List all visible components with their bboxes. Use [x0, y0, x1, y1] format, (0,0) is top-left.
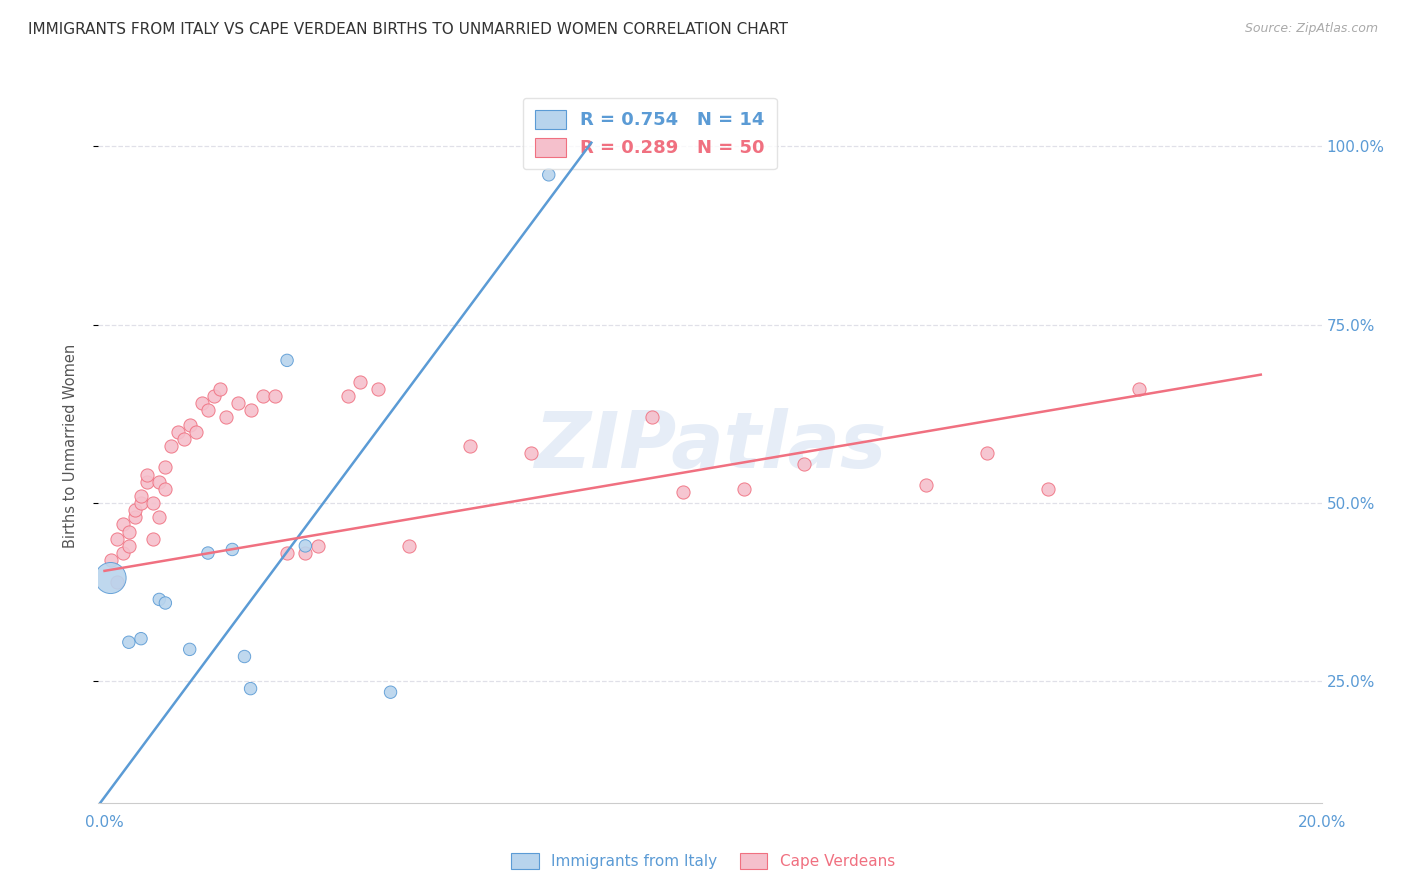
Point	[111, 546, 134, 560]
Point	[105, 574, 128, 589]
Point	[155, 596, 177, 610]
Point	[672, 485, 695, 500]
Point	[276, 546, 298, 560]
Point	[252, 389, 274, 403]
Point	[336, 389, 359, 403]
Point	[307, 539, 329, 553]
Point	[276, 353, 298, 368]
Point	[641, 410, 664, 425]
Point	[111, 517, 134, 532]
Point	[136, 467, 159, 482]
Point	[915, 478, 938, 492]
Point	[142, 496, 165, 510]
Point	[142, 532, 165, 546]
Legend: Immigrants from Italy, Cape Verdeans: Immigrants from Italy, Cape Verdeans	[505, 847, 901, 875]
Point	[100, 571, 122, 585]
Point	[173, 432, 195, 446]
Point	[1128, 382, 1150, 396]
Point	[239, 403, 262, 417]
Point	[148, 510, 170, 524]
Point	[124, 510, 146, 524]
Point	[733, 482, 755, 496]
Text: IMMIGRANTS FROM ITALY VS CAPE VERDEAN BIRTHS TO UNMARRIED WOMEN CORRELATION CHAR: IMMIGRANTS FROM ITALY VS CAPE VERDEAN BI…	[28, 22, 789, 37]
Point	[118, 539, 141, 553]
Point	[349, 375, 371, 389]
Point	[233, 649, 256, 664]
Point	[129, 496, 152, 510]
Point	[793, 457, 815, 471]
Point	[100, 553, 122, 567]
Point	[458, 439, 481, 453]
Point	[155, 482, 177, 496]
Point	[166, 425, 188, 439]
Point	[129, 632, 152, 646]
Point	[179, 642, 201, 657]
Point	[976, 446, 998, 460]
Point	[228, 396, 250, 410]
Text: Source: ZipAtlas.com: Source: ZipAtlas.com	[1244, 22, 1378, 36]
Point	[519, 446, 541, 460]
Point	[129, 489, 152, 503]
Point	[136, 475, 159, 489]
Point	[184, 425, 207, 439]
Text: ZIPatlas: ZIPatlas	[534, 408, 886, 484]
Point	[148, 475, 170, 489]
Point	[294, 539, 316, 553]
Point	[197, 403, 219, 417]
Point	[398, 539, 420, 553]
Point	[380, 685, 402, 699]
Point	[537, 168, 560, 182]
Point	[155, 460, 177, 475]
Point	[179, 417, 201, 432]
Point	[191, 396, 214, 410]
Point	[118, 524, 141, 539]
Point	[209, 382, 232, 396]
Point	[264, 389, 287, 403]
Point	[239, 681, 262, 696]
Point	[1036, 482, 1059, 496]
Y-axis label: Births to Unmarried Women: Births to Unmarried Women	[63, 344, 77, 548]
Point	[221, 542, 243, 557]
Point	[215, 410, 238, 425]
Point	[124, 503, 146, 517]
Point	[294, 546, 316, 560]
Point	[367, 382, 389, 396]
Point	[202, 389, 225, 403]
Point	[160, 439, 183, 453]
Point	[148, 592, 170, 607]
Point	[118, 635, 141, 649]
Legend: R = 0.754   N = 14, R = 0.289   N = 50: R = 0.754 N = 14, R = 0.289 N = 50	[523, 98, 778, 169]
Point	[197, 546, 219, 560]
Point	[105, 532, 128, 546]
